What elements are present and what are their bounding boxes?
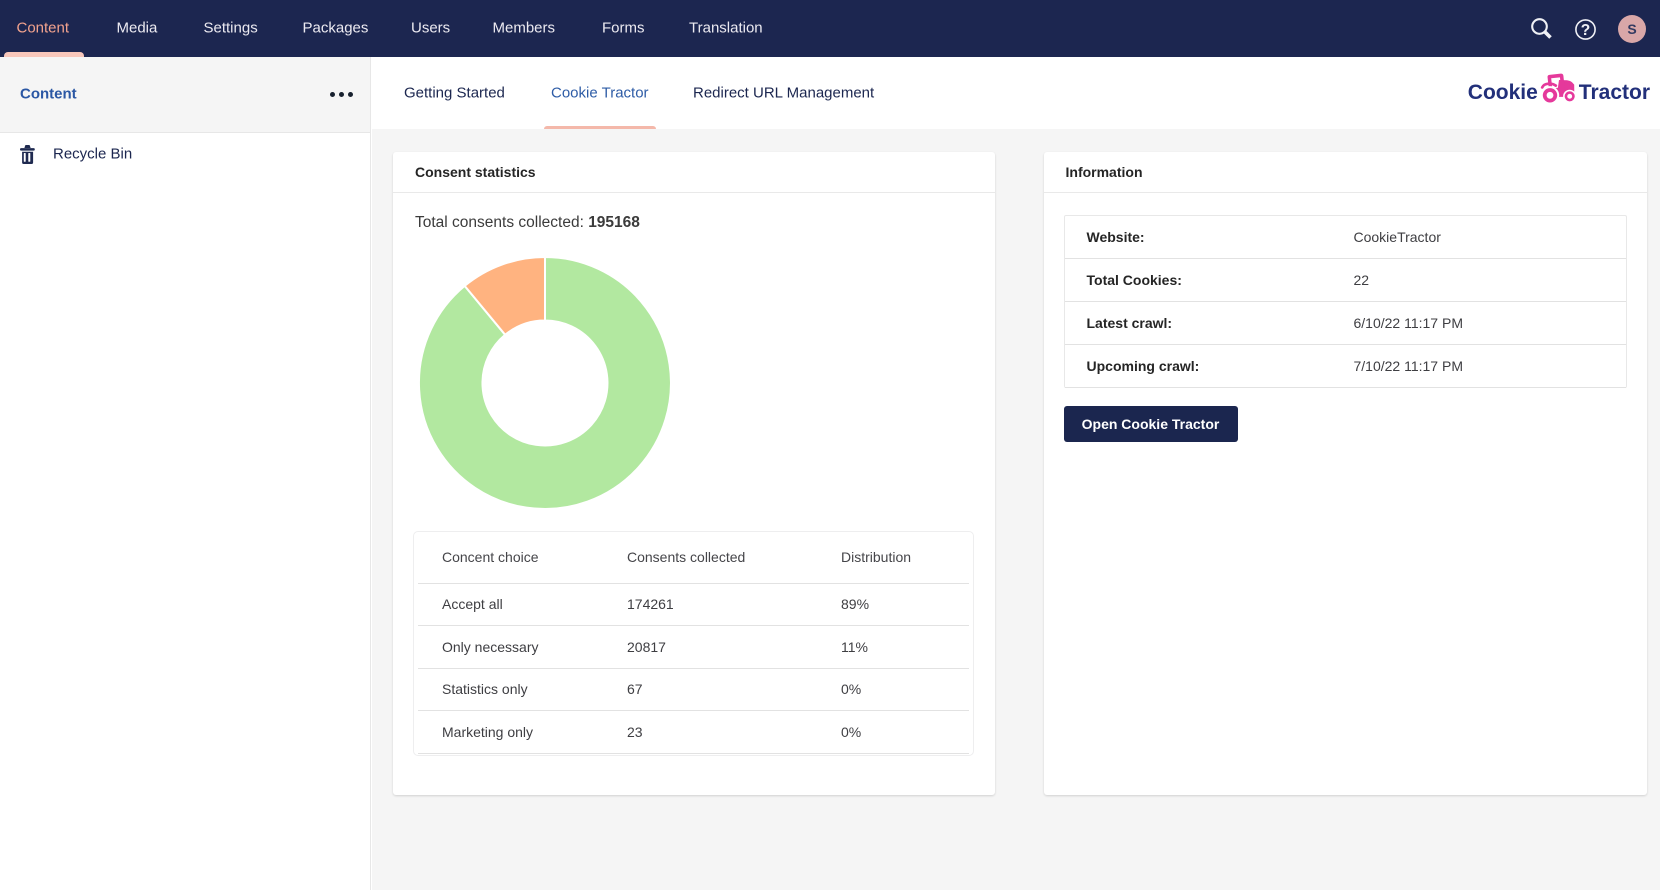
svg-text:?: ? bbox=[1581, 22, 1590, 39]
